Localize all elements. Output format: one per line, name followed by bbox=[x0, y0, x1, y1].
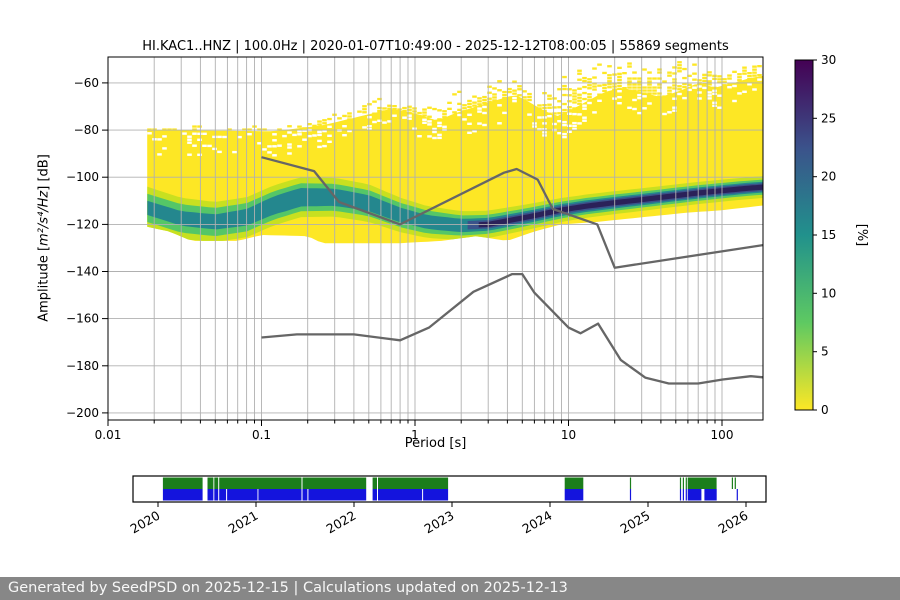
x-tick-label: 1 bbox=[411, 428, 419, 442]
noise-model-nhnm bbox=[261, 156, 764, 269]
y-tick-label: −120 bbox=[66, 217, 99, 231]
colorbar bbox=[794, 59, 814, 411]
axis-ticks bbox=[102, 82, 723, 426]
colorbar-tick-label: 5 bbox=[821, 345, 829, 359]
coverage-segment-green bbox=[214, 477, 219, 489]
coverage-segment-blue bbox=[679, 489, 682, 501]
colorbar-tick-label: 20 bbox=[821, 170, 836, 184]
coverage-segment-blue bbox=[564, 489, 584, 501]
coverage-segment-green bbox=[564, 477, 584, 489]
density-speckles bbox=[147, 61, 762, 131]
timeline-tick-label: 2023 bbox=[421, 508, 456, 537]
grid bbox=[108, 57, 763, 420]
timeline-tick-label: 2022 bbox=[323, 508, 358, 537]
colorbar-axis-label: [%] bbox=[854, 224, 869, 247]
coverage-segment-green bbox=[734, 477, 736, 489]
x-tick-label: 100 bbox=[711, 428, 734, 442]
timeline-tick-label: 2026 bbox=[715, 508, 750, 537]
coverage-segment-green bbox=[682, 477, 684, 489]
coverage-segment-green bbox=[687, 477, 717, 489]
coverage-segment-blue bbox=[685, 489, 687, 501]
coverage-segment-blue bbox=[207, 489, 214, 501]
colorbar-tick-label: 0 bbox=[821, 403, 829, 417]
timeline-tick-label: 2024 bbox=[519, 508, 554, 537]
coverage-segment-green bbox=[372, 477, 377, 489]
coverage-segment-green bbox=[679, 477, 682, 489]
coverage-segment-blue bbox=[682, 489, 684, 501]
coverage-segment-blue bbox=[687, 489, 702, 501]
colorbar-tick-label: 30 bbox=[821, 53, 836, 67]
coverage-segment-blue bbox=[372, 489, 377, 501]
coverage-segment-blue bbox=[704, 489, 717, 501]
coverage-segment-blue bbox=[423, 489, 449, 501]
coverage-segment-blue bbox=[302, 489, 308, 501]
coverage-segment-blue bbox=[736, 489, 738, 501]
coverage-segment-green bbox=[629, 477, 632, 489]
band-core-teal bbox=[147, 181, 763, 233]
x-axis-label: Period [s] bbox=[404, 436, 467, 451]
mode-bands bbox=[147, 176, 763, 242]
timeline-tick-label: 2025 bbox=[617, 508, 652, 537]
band-core-dark bbox=[478, 184, 763, 228]
density-holes bbox=[147, 78, 762, 157]
coverage-segment-blue bbox=[308, 489, 367, 501]
coverage-segment-blue bbox=[629, 489, 632, 501]
colorbar-ticks bbox=[813, 59, 817, 411]
x-tick-label: 10 bbox=[561, 428, 576, 442]
figure-title: HI.KAC1..HNZ | 100.0Hz | 2020-01-07T10:4… bbox=[142, 39, 729, 54]
y-tick-label: −200 bbox=[66, 406, 99, 420]
y-tick-label: −160 bbox=[66, 312, 99, 326]
coverage-segment-green bbox=[731, 477, 733, 489]
coverage-segment-blue bbox=[214, 489, 219, 501]
coverage-segment-blue bbox=[162, 489, 203, 501]
coverage-segment-green bbox=[219, 477, 302, 489]
coverage-timeline bbox=[132, 475, 767, 507]
y-tick-label: −180 bbox=[66, 359, 99, 373]
coverage-segment-green bbox=[162, 477, 203, 489]
colorbar-tick-label: 10 bbox=[821, 286, 836, 300]
plot-frame bbox=[107, 56, 764, 421]
coverage-segment-green bbox=[378, 477, 449, 489]
x-tick-label: 0.1 bbox=[252, 428, 271, 442]
coverage-segment-green bbox=[685, 477, 687, 489]
timeline-tick-label: 2021 bbox=[225, 508, 260, 537]
y-tick-label: −140 bbox=[66, 265, 99, 279]
footer-status-bar: Generated by SeedPSD on 2025-12-15 | Cal… bbox=[0, 577, 900, 600]
noise-model-nlnm bbox=[261, 272, 764, 385]
coverage-segment-green bbox=[302, 477, 367, 489]
ppsd-plot-canvas: 0.01 0.1 1 10 100−60−80−100−120−140−160−180−… bbox=[66, 53, 869, 537]
timeline-frame bbox=[132, 475, 767, 503]
coverage-segment-blue bbox=[227, 489, 258, 501]
x-tick-label: 0.01 bbox=[95, 428, 122, 442]
y-tick-label: −80 bbox=[74, 123, 99, 137]
coverage-segment-blue bbox=[219, 489, 227, 501]
colorbar-tick-label: 15 bbox=[821, 228, 836, 242]
coverage-segment-blue bbox=[378, 489, 423, 501]
y-tick-label: −100 bbox=[66, 170, 99, 184]
coverage-segment-blue bbox=[258, 489, 302, 501]
colorbar-tick-label: 25 bbox=[821, 111, 836, 125]
coverage-segment-green bbox=[207, 477, 214, 489]
timeline-tick-label: 2020 bbox=[127, 508, 162, 537]
y-tick-label: −60 bbox=[74, 76, 99, 90]
